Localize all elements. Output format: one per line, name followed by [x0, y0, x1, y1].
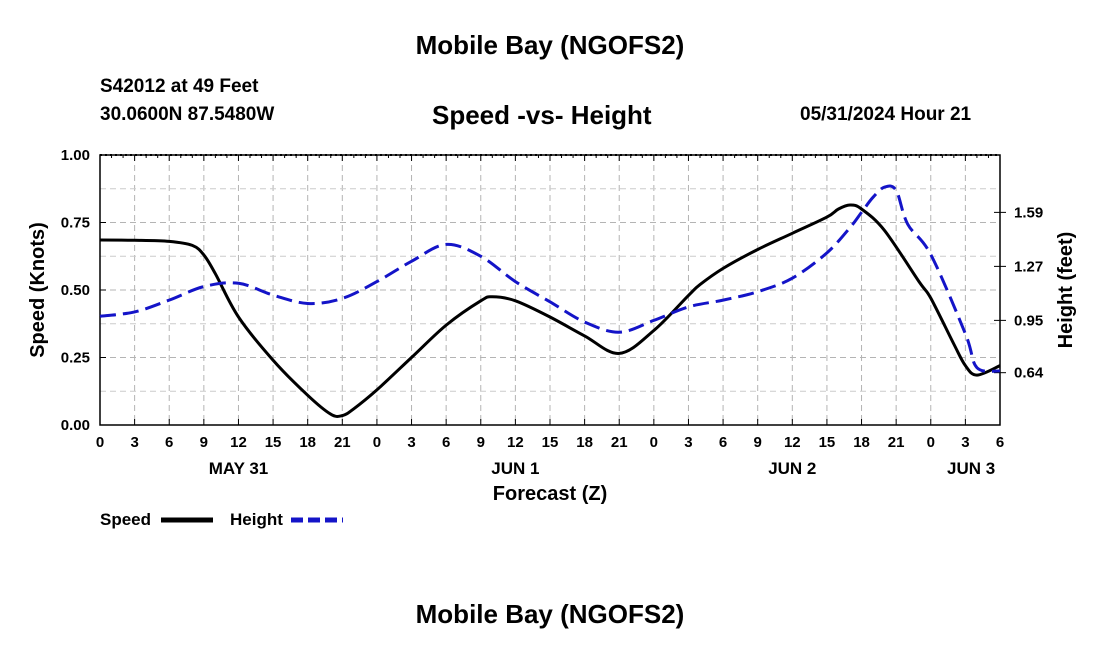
- bottom-title: Mobile Bay (NGOFS2): [415, 599, 685, 629]
- x-tick-label: 0: [96, 434, 104, 451]
- x-tick-label: 3: [407, 434, 415, 451]
- x-tick-label: 6: [442, 434, 450, 451]
- day-label: JUN 3: [947, 459, 995, 478]
- axis-labels: Forecast (Z) Speed (Knots) Height (feet)…: [27, 147, 1077, 505]
- y-tick-label: 0.50: [61, 282, 90, 299]
- y2-tick-label: 1.59: [1014, 204, 1043, 221]
- x-tick-label: 9: [754, 434, 762, 451]
- x-tick-label: 3: [961, 434, 969, 451]
- x-tick-label: 6: [996, 434, 1004, 451]
- station-coordinates: 30.0600N 87.5480W: [100, 104, 275, 125]
- legend: Speed Height: [100, 510, 343, 529]
- day-label: MAY 31: [209, 459, 269, 478]
- y2-axis-label: Height (feet): [1055, 232, 1077, 349]
- x-tick-label: 18: [576, 434, 593, 451]
- x-tick-label: 18: [299, 434, 316, 451]
- x-tick-label: 6: [719, 434, 727, 451]
- x-tick-label: 6: [165, 434, 173, 451]
- x-tick-label: 15: [265, 434, 282, 451]
- y-tick-label: 1.00: [61, 147, 90, 164]
- forecast-datetime: 05/31/2024 Hour 21: [800, 104, 972, 125]
- axis-ticks: [99, 154, 1006, 426]
- x-tick-label: 21: [334, 434, 351, 451]
- day-label: JUN 2: [768, 459, 816, 478]
- grid-layer: [100, 155, 1000, 425]
- y-tick-label: 0.75: [61, 215, 90, 232]
- series-layer: [99, 184, 1001, 418]
- x-tick-label: 3: [130, 434, 138, 451]
- x-tick-label: 21: [888, 434, 905, 451]
- x-tick-label: 9: [200, 434, 208, 451]
- station-label: S42012 at 49 Feet: [100, 76, 259, 97]
- legend-speed-label: Speed: [100, 510, 151, 529]
- page-title: Mobile Bay (NGOFS2): [415, 30, 685, 60]
- y-axis-label: Speed (Knots): [27, 222, 49, 358]
- x-tick-label: 21: [611, 434, 628, 451]
- legend-height-label: Height: [230, 510, 283, 529]
- x-tick-label: 9: [477, 434, 485, 451]
- speed-series-line: [99, 203, 1001, 418]
- x-tick-label: 15: [542, 434, 559, 451]
- x-tick-label: 18: [853, 434, 870, 451]
- x-axis-label: Forecast (Z): [493, 483, 607, 505]
- x-tick-label: 12: [784, 434, 801, 451]
- x-tick-label: 0: [373, 434, 381, 451]
- x-tick-label: 0: [650, 434, 658, 451]
- y-tick-label: 0.00: [61, 417, 90, 434]
- y2-tick-label: 1.27: [1014, 258, 1043, 275]
- x-tick-label: 15: [819, 434, 836, 451]
- chart-subtitle: Speed -vs- Height: [432, 100, 652, 130]
- x-tick-label: 0: [927, 434, 935, 451]
- x-tick-label: 12: [507, 434, 524, 451]
- height-series-line: [99, 184, 1001, 373]
- y2-tick-label: 0.64: [1014, 365, 1044, 382]
- day-label: JUN 1: [491, 459, 539, 478]
- y-tick-label: 0.25: [61, 350, 90, 367]
- x-tick-label: 12: [230, 434, 247, 451]
- x-tick-label: 3: [684, 434, 692, 451]
- y2-tick-label: 0.95: [1014, 312, 1043, 329]
